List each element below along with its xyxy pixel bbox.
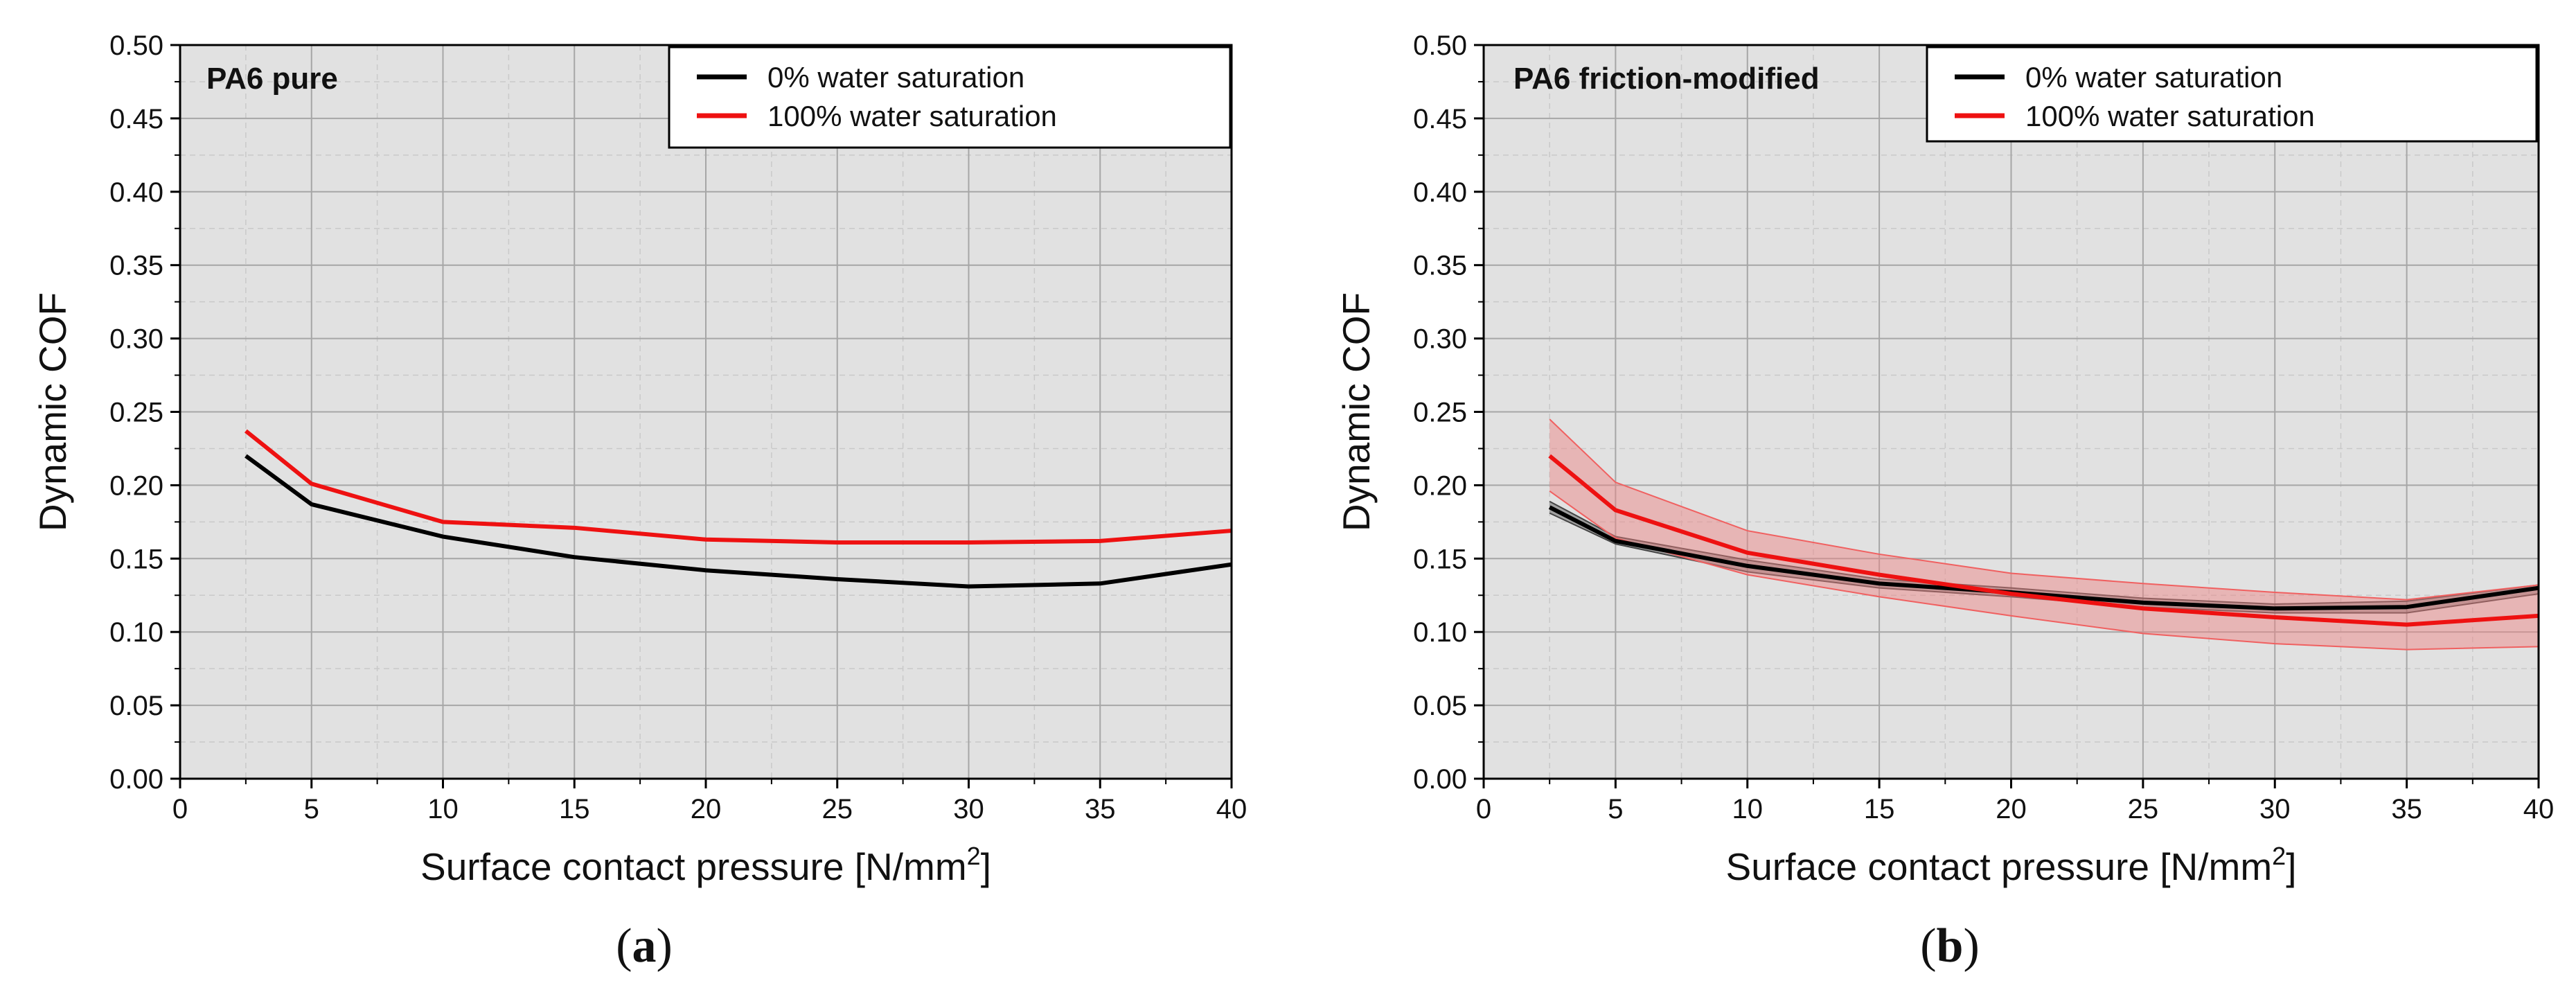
panel-caption-open: ( bbox=[616, 919, 632, 973]
series-line-dry bbox=[245, 454, 1232, 589]
x-axis-title-superscript: 2 bbox=[967, 842, 981, 870]
x-axis: 0 5 10 15 20 25 30 35 40 bbox=[172, 779, 1247, 824]
panel-caption-close: ) bbox=[657, 919, 673, 973]
y-axis-title: Dynamic COF bbox=[31, 292, 74, 531]
x-axis-title-main: Surface contact pressure [N/mm bbox=[1726, 845, 2273, 888]
y-tick-label: 0.20 bbox=[1413, 470, 1467, 501]
panel-caption: (b) bbox=[1920, 919, 1980, 973]
x-tick-label: 30 bbox=[2259, 794, 2291, 824]
y-tick-label: 0.30 bbox=[1413, 324, 1467, 355]
band-upper-edge bbox=[1549, 418, 2539, 601]
y-tick-label: 0.35 bbox=[1413, 251, 1467, 281]
x-tick-label: 15 bbox=[1864, 794, 1895, 824]
panel-caption-open: ( bbox=[1920, 919, 1936, 973]
x-tick-label: 25 bbox=[2128, 794, 2159, 824]
series-band-wet bbox=[1549, 419, 2539, 650]
grid bbox=[179, 44, 1232, 779]
y-tick-label: 0.15 bbox=[1413, 544, 1467, 574]
x-axis-title-superscript: 2 bbox=[2272, 842, 2286, 870]
y-tick-label: 0.10 bbox=[109, 617, 163, 648]
band-lower-edge bbox=[1549, 512, 2539, 614]
x-tick-label: 30 bbox=[953, 794, 984, 824]
series-line-wet bbox=[244, 429, 1232, 545]
y-tick-label: 0.50 bbox=[109, 30, 163, 61]
legend-box bbox=[1926, 46, 2538, 143]
y-tick-label: 0.10 bbox=[1413, 617, 1467, 648]
x-tick-label: 0 bbox=[172, 794, 188, 824]
legend-label-dry: 0% water saturation bbox=[767, 61, 1024, 94]
y-tick-label: 0.40 bbox=[1413, 177, 1467, 208]
y-axis: 0.00 0.05 0.10 0.15 0.20 0.25 0.30 0.35 0.40 0.45… bbox=[109, 30, 180, 795]
legend: 0% water saturation 100% water saturation bbox=[668, 46, 1232, 149]
x-tick-label: 10 bbox=[1732, 794, 1764, 824]
y-tick-label: 0.40 bbox=[109, 177, 163, 208]
x-axis: 0 5 10 15 20 25 30 35 40 bbox=[1476, 779, 2554, 824]
y-axis: 0.00 0.05 0.10 0.15 0.20 0.25 0.30 0.35 0.40 0.45… bbox=[1413, 30, 1484, 795]
x-tick-label: 25 bbox=[822, 794, 853, 824]
panel-caption-letter: a bbox=[632, 919, 657, 973]
grid bbox=[1483, 44, 2539, 779]
legend-label-wet: 100% water saturation bbox=[2025, 100, 2315, 132]
x-axis-title-main: Surface contact pressure [N/mm bbox=[420, 845, 967, 888]
chart-panel-b: 0 5 10 15 20 25 30 35 40 0.00 0.05 0.10 0.15 0.20 0.25… bbox=[1335, 30, 2554, 973]
y-tick-label: 0.00 bbox=[1413, 764, 1467, 795]
series-line-wet bbox=[1548, 454, 2539, 627]
y-tick-label: 0.35 bbox=[109, 251, 163, 281]
y-tick-label: 0.00 bbox=[109, 764, 163, 795]
y-tick-label: 0.20 bbox=[109, 470, 163, 501]
x-axis-title: Surface contact pressure [N/mm2] bbox=[420, 842, 991, 888]
x-tick-label: 15 bbox=[559, 794, 590, 824]
panel-caption-close: ) bbox=[1963, 919, 1979, 973]
band-upper-edge bbox=[1549, 500, 2539, 605]
y-tick-label: 0.50 bbox=[1413, 30, 1467, 61]
y-tick-label: 0.15 bbox=[109, 544, 163, 574]
x-axis-title-suffix: ] bbox=[2286, 845, 2296, 888]
y-tick-label: 0.30 bbox=[109, 324, 163, 355]
x-tick-label: 5 bbox=[304, 794, 319, 824]
panel-title: PA6 friction-modified bbox=[1513, 62, 1820, 96]
panel-title: PA6 pure bbox=[206, 62, 338, 96]
x-tick-label: 35 bbox=[2391, 794, 2422, 824]
chart-panel-a: 0 5 10 15 20 25 30 35 40 0.00 0.05 0.10 0.15 0.20 0.25… bbox=[31, 30, 1247, 973]
x-axis-title: Surface contact pressure [N/mm2] bbox=[1726, 842, 2297, 888]
legend-label-dry: 0% water saturation bbox=[2025, 61, 2282, 94]
x-tick-label: 40 bbox=[2523, 794, 2555, 824]
y-tick-label: 0.25 bbox=[109, 398, 163, 428]
x-tick-label: 20 bbox=[691, 794, 722, 824]
x-axis-title-suffix: ] bbox=[981, 845, 991, 888]
y-tick-label: 0.45 bbox=[1413, 104, 1467, 134]
x-tick-label: 10 bbox=[427, 794, 459, 824]
y-tick-label: 0.25 bbox=[1413, 398, 1467, 428]
y-axis-title: Dynamic COF bbox=[1335, 292, 1378, 531]
legend: 0% water saturation 100% water saturation bbox=[1926, 46, 2538, 143]
x-tick-label: 5 bbox=[1608, 794, 1623, 824]
x-tick-label: 20 bbox=[1996, 794, 2027, 824]
y-tick-label: 0.05 bbox=[1413, 691, 1467, 721]
panel-caption: (a) bbox=[616, 919, 673, 973]
x-tick-label: 40 bbox=[1216, 794, 1247, 824]
x-tick-label: 35 bbox=[1085, 794, 1116, 824]
y-tick-label: 0.45 bbox=[109, 104, 163, 134]
panel-caption-letter: b bbox=[1937, 919, 1964, 973]
x-tick-label: 0 bbox=[1476, 794, 1491, 824]
y-tick-label: 0.05 bbox=[109, 691, 163, 721]
legend-label-wet: 100% water saturation bbox=[767, 100, 1057, 132]
legend-box bbox=[668, 46, 1232, 149]
